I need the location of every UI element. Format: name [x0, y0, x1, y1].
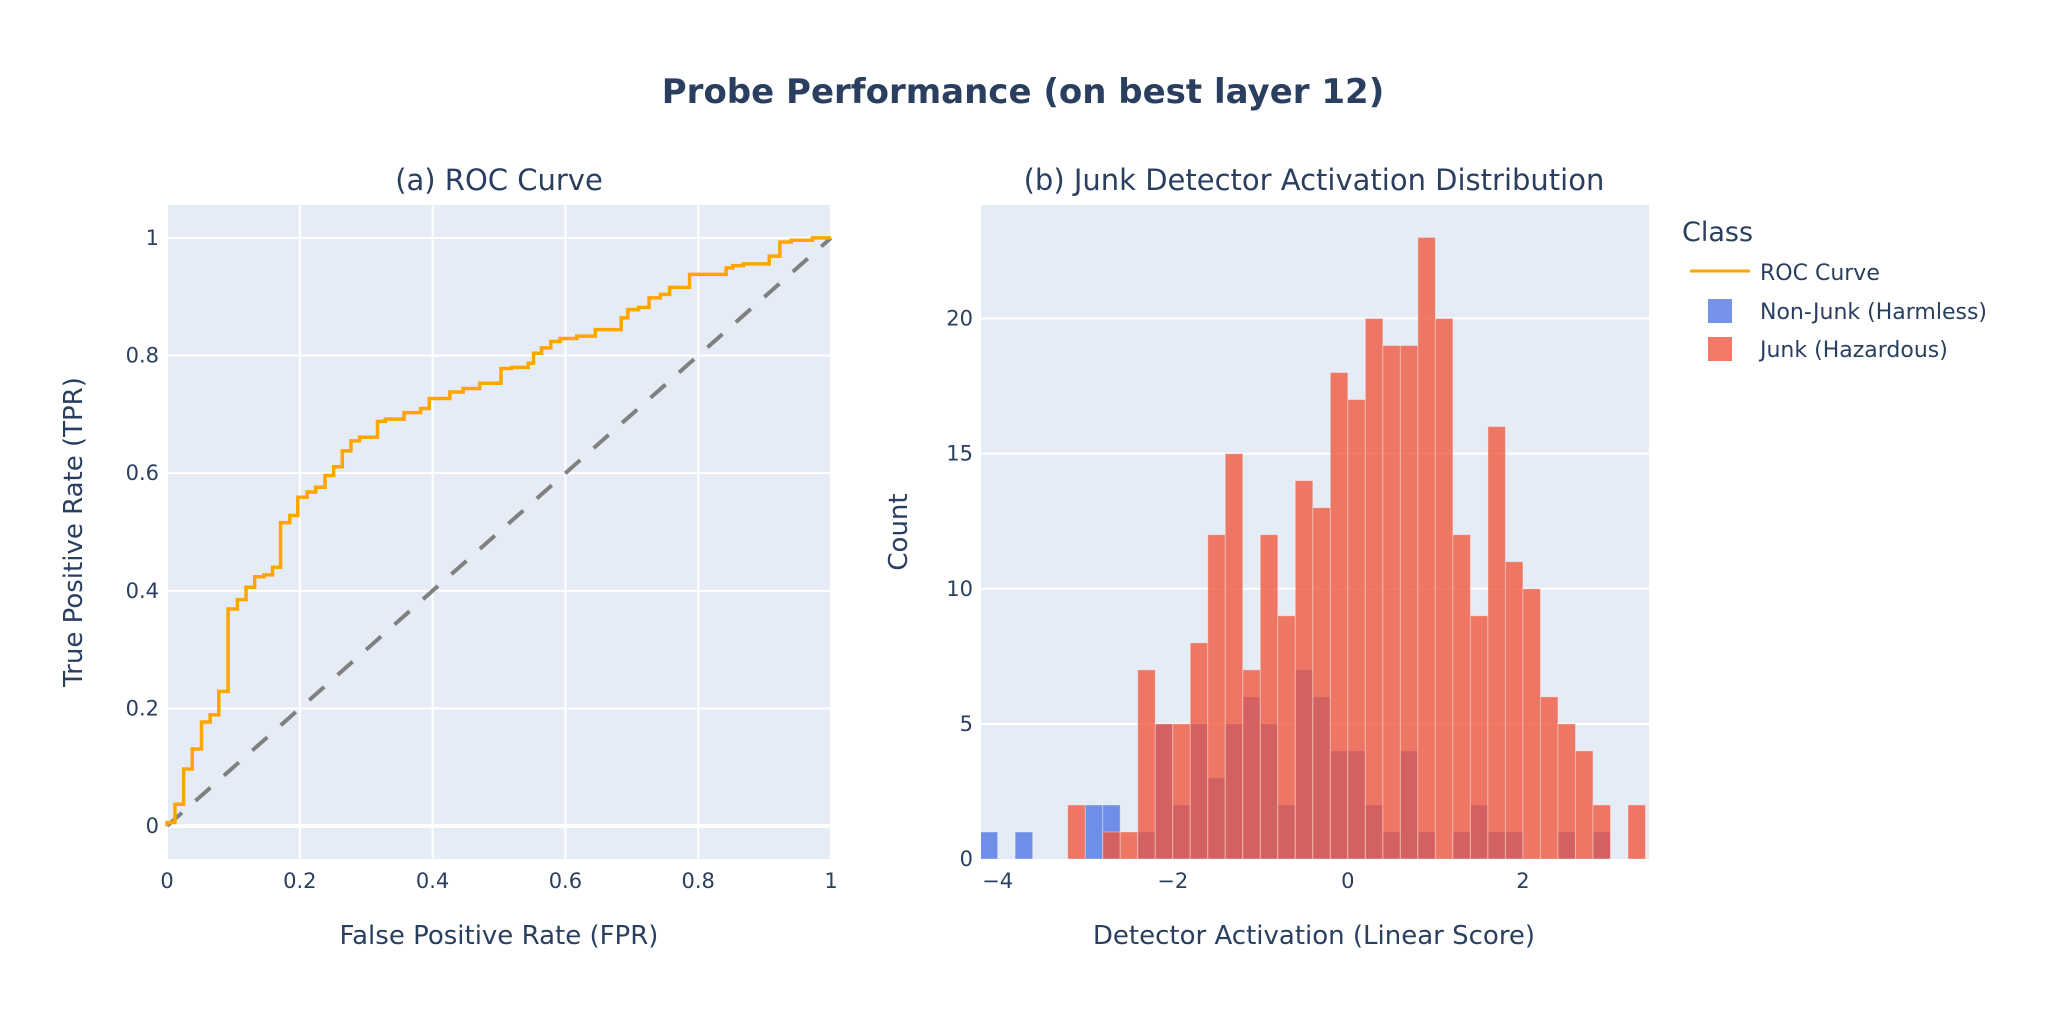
roc-y-tick-label: 0.8 — [126, 344, 159, 368]
histogram-x-tick-label: 0 — [1341, 869, 1354, 893]
junk-bar — [1399, 345, 1419, 859]
junk-bar — [1504, 561, 1524, 859]
junk-bar — [1452, 534, 1471, 859]
non-junk-bar — [1084, 804, 1104, 859]
junk-bar — [1137, 669, 1156, 859]
roc-y-tick-label: 0.4 — [126, 579, 159, 603]
histogram-y-tick-label: 15 — [946, 442, 973, 466]
roc-lines — [165, 236, 833, 828]
legend-box-swatch — [1708, 337, 1732, 361]
figure-title: Probe Performance (on best layer 12) — [662, 72, 1384, 112]
junk-bar — [1119, 831, 1139, 859]
junk-bar — [1574, 750, 1594, 859]
junk-bar — [1067, 804, 1086, 859]
roc-y-tick-label: 0.2 — [126, 696, 159, 720]
histogram-x-axis-title: Detector Activation (Linear Score) — [1093, 921, 1535, 951]
histogram-y-axis-title: Count — [884, 493, 914, 570]
junk-bar — [1329, 372, 1349, 859]
junk-bar — [1312, 507, 1331, 859]
legend-label: ROC Curve — [1760, 261, 1880, 286]
non-junk-bar — [1014, 831, 1034, 859]
legend-item-non-junk[interactable]: Non-Junk (Harmless) — [1708, 299, 1987, 325]
junk-bar — [1189, 642, 1209, 859]
junk-bar — [1539, 696, 1559, 859]
junk-bar — [1224, 453, 1244, 859]
junk-bar — [1102, 831, 1121, 859]
legend: Class ROC Curve Non-Junk (Harmless) Junk… — [1682, 217, 1987, 363]
histogram-y-tick-label: 0 — [960, 847, 973, 871]
roc-curve-line — [165, 236, 831, 827]
roc-diagonal-line — [165, 236, 833, 828]
roc-x-tick-label: 1 — [824, 869, 837, 893]
histogram-x-tick-label: 2 — [1516, 869, 1529, 893]
junk-bar — [1277, 615, 1296, 859]
roc-x-tick-label: 0.8 — [681, 869, 714, 893]
legend-item-roc-curve[interactable]: ROC Curve — [1690, 261, 1880, 286]
junk-bar — [1417, 236, 1436, 859]
histogram-tick-labels: 0 5 10 15 20 −4 −2 0 2 — [946, 307, 1529, 893]
junk-bar — [1207, 534, 1226, 859]
histogram-y-tick-label: 5 — [960, 712, 973, 736]
legend-label: Junk (Hazardous) — [1758, 338, 1948, 363]
junk-bar — [1434, 318, 1454, 859]
roc-subplot-title: (a) ROC Curve — [395, 163, 603, 197]
histogram-bars — [981, 236, 1646, 859]
histogram-subplot-title: (b) Junk Detector Activation Distributio… — [1024, 163, 1605, 197]
roc-plot-background — [167, 205, 831, 859]
roc-gridlines — [166, 205, 832, 859]
roc-x-tick-label: 0.4 — [416, 869, 449, 893]
junk-bar — [1347, 399, 1366, 859]
junk-bar — [1469, 615, 1489, 859]
roc-y-axis-title: True Positive Rate (TPR) — [59, 377, 89, 688]
histogram-y-tick-label: 20 — [946, 307, 973, 331]
non-junk-bar — [981, 831, 999, 859]
histogram-y-tick-label: 10 — [946, 577, 973, 601]
junk-bar — [1242, 669, 1261, 859]
histogram-subplot: 0 5 10 15 20 −4 −2 0 2 (b) Junk Detector Activat… — [884, 163, 1649, 951]
junk-bar — [1364, 318, 1384, 859]
junk-bar — [1382, 345, 1401, 859]
roc-x-axis-title: False Positive Rate (FPR) — [340, 921, 659, 951]
legend-label: Non-Junk (Harmless) — [1760, 300, 1987, 325]
legend-title: Class — [1682, 217, 1753, 248]
legend-box-swatch — [1708, 299, 1732, 323]
roc-y-tick-label: 1 — [146, 226, 159, 250]
roc-x-tick-label: 0.2 — [283, 869, 316, 893]
junk-bar — [1294, 480, 1314, 859]
roc-x-tick-label: 0.6 — [549, 869, 582, 893]
junk-bar — [1487, 426, 1506, 859]
junk-bar — [1627, 804, 1646, 859]
junk-bar — [1259, 534, 1279, 859]
roc-tick-labels: 0 0.2 0.4 0.6 0.8 1 0 0.2 0.4 0.6 0.8 1 — [126, 226, 838, 893]
roc-y-tick-label: 0.6 — [126, 461, 159, 485]
roc-x-tick-label: 0 — [160, 869, 173, 893]
junk-bar — [1154, 723, 1174, 859]
histogram-x-tick-label: −2 — [1157, 869, 1188, 893]
roc-y-tick-label: 0 — [146, 814, 159, 838]
legend-item-junk[interactable]: Junk (Hazardous) — [1708, 337, 1948, 363]
junk-bar — [1557, 723, 1576, 859]
histogram-x-tick-label: −4 — [982, 869, 1013, 893]
junk-bar — [1172, 723, 1191, 859]
roc-subplot: 0 0.2 0.4 0.6 0.8 1 0 0.2 0.4 0.6 0.8 1 (a) ROC Cur… — [59, 163, 838, 951]
junk-bar — [1592, 804, 1611, 859]
junk-bar — [1522, 588, 1541, 859]
